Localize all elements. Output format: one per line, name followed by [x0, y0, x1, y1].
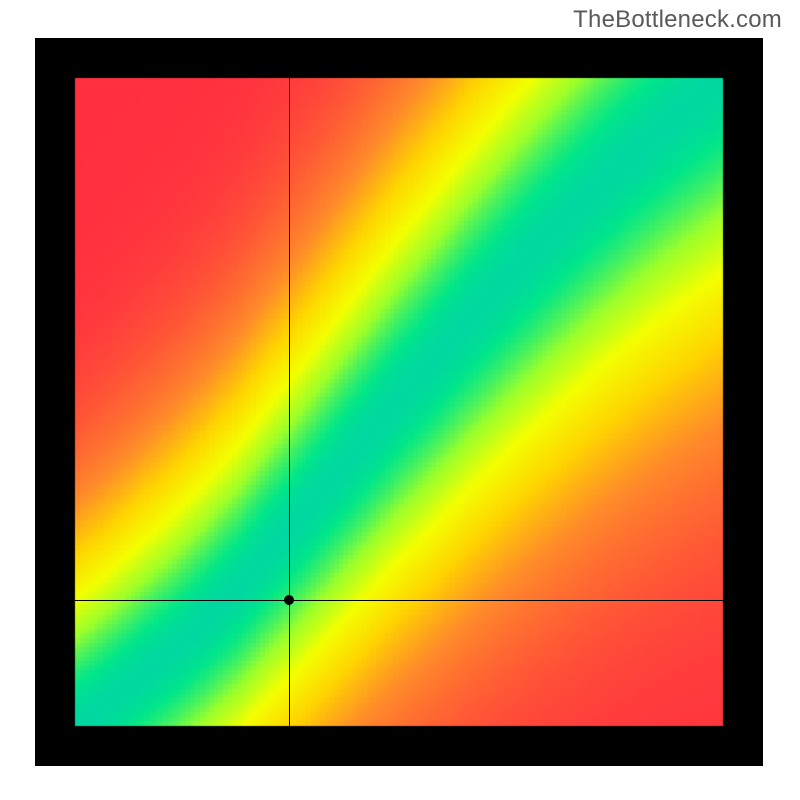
heatmap-canvas	[35, 38, 763, 766]
crosshair-vertical-line	[289, 78, 290, 726]
attribution-text: TheBottleneck.com	[573, 6, 782, 34]
crosshair-marker-dot	[284, 595, 294, 605]
plot-frame	[35, 38, 763, 766]
crosshair-horizontal-line	[75, 600, 723, 601]
